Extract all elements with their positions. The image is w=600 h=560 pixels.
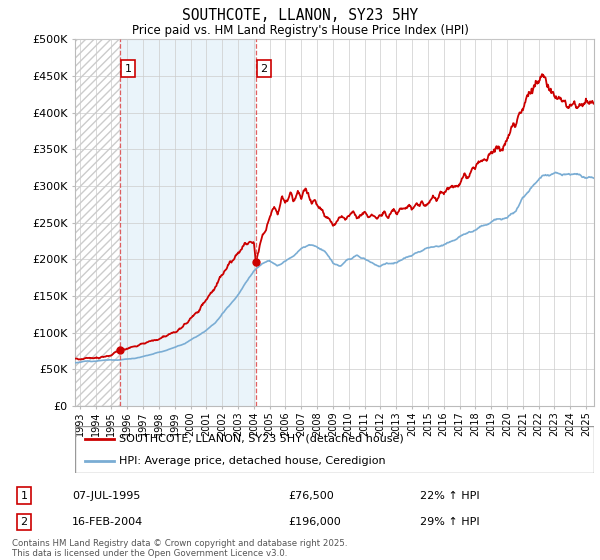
Text: £196,000: £196,000 bbox=[288, 517, 341, 527]
Text: 16-FEB-2004: 16-FEB-2004 bbox=[72, 517, 143, 527]
Text: 2: 2 bbox=[20, 517, 28, 527]
Bar bbox=[119, 39, 256, 406]
Text: SOUTHCOTE, LLANON, SY23 5HY: SOUTHCOTE, LLANON, SY23 5HY bbox=[182, 8, 418, 24]
Text: Contains HM Land Registry data © Crown copyright and database right 2025.
This d: Contains HM Land Registry data © Crown c… bbox=[12, 539, 347, 558]
Text: SOUTHCOTE, LLANON, SY23 5HY (detached house): SOUTHCOTE, LLANON, SY23 5HY (detached ho… bbox=[119, 434, 404, 444]
Text: 1: 1 bbox=[20, 491, 28, 501]
Text: Price paid vs. HM Land Registry's House Price Index (HPI): Price paid vs. HM Land Registry's House … bbox=[131, 24, 469, 36]
Text: 1: 1 bbox=[124, 63, 131, 73]
Text: £76,500: £76,500 bbox=[288, 491, 334, 501]
Text: HPI: Average price, detached house, Ceredigion: HPI: Average price, detached house, Cere… bbox=[119, 456, 386, 466]
Text: 07-JUL-1995: 07-JUL-1995 bbox=[72, 491, 140, 501]
Text: 22% ↑ HPI: 22% ↑ HPI bbox=[420, 491, 479, 501]
Text: 2: 2 bbox=[260, 63, 268, 73]
Text: 29% ↑ HPI: 29% ↑ HPI bbox=[420, 517, 479, 527]
